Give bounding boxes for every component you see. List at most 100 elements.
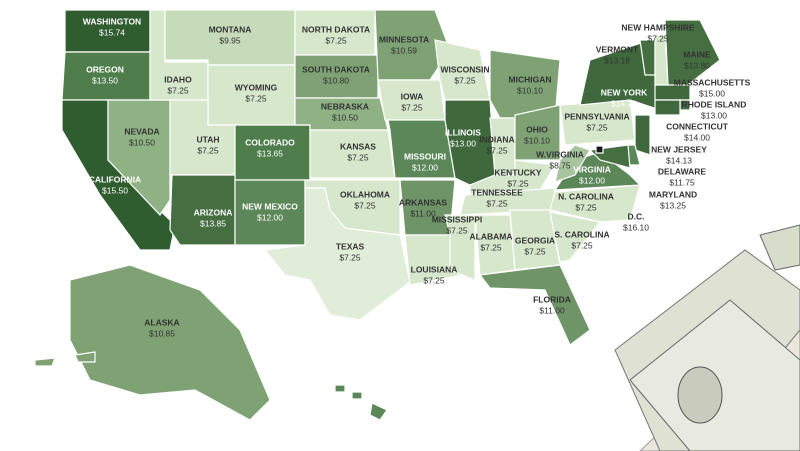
- dollar-bills: [614, 224, 800, 451]
- state-wage: $10.50: [129, 137, 155, 147]
- state-name: DELAWARE: [658, 166, 707, 176]
- state-shape: [69, 264, 271, 421]
- state-name: TENNESSEE: [471, 187, 523, 197]
- state-wage: $12.00: [257, 212, 283, 222]
- state-wage: $7.25: [354, 200, 376, 210]
- state-name: SOUTH DAKOTA: [302, 64, 370, 74]
- state-wage: $15.00: [699, 88, 725, 98]
- state-name: UTAH: [197, 134, 220, 144]
- state-wage: $7.25: [339, 252, 361, 262]
- state-wage: $14.00: [684, 132, 710, 142]
- state-wage: $12.00: [359, 378, 385, 388]
- state-name: OHIO: [526, 124, 548, 134]
- state-shape: [387, 119, 456, 179]
- state-name: OKLAHOMA: [340, 189, 390, 199]
- state-name: CALIFORNIA: [89, 174, 141, 184]
- state-wage: $11.00: [410, 208, 436, 218]
- state-name: WASHINGTON: [83, 16, 141, 26]
- state-wage: $7.25: [480, 242, 502, 252]
- state-name: ARKANSAS: [399, 197, 448, 207]
- state-name: MISSOURI: [404, 151, 446, 161]
- state-wage: $7.25: [347, 152, 369, 162]
- state-wage: $10.10: [517, 85, 543, 95]
- state-name: MARYLAND: [649, 189, 697, 199]
- state-name: NEW YORK: [601, 87, 648, 97]
- state-name: LOUISIANA: [411, 264, 458, 274]
- state-wage: $13.00: [701, 110, 727, 120]
- state-wage: $10.59: [391, 45, 417, 55]
- state-name: NEW MEXICO: [242, 201, 298, 211]
- state-name: N. CAROLINA: [558, 191, 614, 201]
- state-wage: $7.25: [486, 145, 508, 155]
- state-wage: $7.25: [507, 178, 529, 188]
- state-shape: [263, 187, 411, 321]
- state-name: MISSISSIPPI: [432, 214, 483, 224]
- state-wage: $7.25: [167, 85, 189, 95]
- state-shape: [554, 144, 591, 183]
- state-wage: $15.74: [99, 27, 125, 37]
- state-shape: [634, 114, 651, 156]
- state-wage: $7.25: [571, 240, 593, 250]
- state-wage: $13.00: [450, 138, 476, 148]
- state-wage: $7.25: [524, 246, 546, 256]
- state-shape: [351, 391, 363, 400]
- state-wage: $14.13: [666, 155, 692, 165]
- state-wage: $13.25: [660, 200, 686, 210]
- state-name: GEORGIA: [515, 235, 555, 245]
- state-name: FLORIDA: [533, 294, 571, 304]
- state-name: MONTANA: [209, 24, 252, 34]
- state-wage: $7.25: [197, 145, 219, 155]
- state-wage: $13.85: [200, 218, 226, 228]
- state-shape: [444, 214, 476, 281]
- state-wage: $7.25: [647, 33, 669, 43]
- state-wage: $7.25: [423, 275, 445, 285]
- state-shape: [478, 264, 591, 346]
- state-wage: $16.10: [623, 222, 649, 232]
- state-wage: $11.00: [539, 305, 565, 315]
- state-name: INDIANA: [479, 134, 514, 144]
- state-name: NEBRASKA: [321, 101, 369, 111]
- state-name: PENNSYLVANIA: [564, 111, 629, 121]
- state-wage: $7.25: [245, 93, 267, 103]
- state-name: VERMONT: [596, 44, 639, 54]
- states: [34, 9, 721, 421]
- state-name: NEW HAMPSHIRE: [621, 22, 695, 32]
- state-wage: $12.00: [412, 162, 438, 172]
- state-name: ALASKA: [144, 317, 179, 327]
- state-wage: $14.20: [611, 98, 637, 108]
- state-wage: $7.25: [401, 102, 423, 112]
- state-name: MAINE: [683, 49, 711, 59]
- state-shape: [169, 174, 236, 246]
- state-name: OREGON: [86, 64, 124, 74]
- state-wage: $7.25: [325, 35, 347, 45]
- state-name: W.VIRGINIA: [536, 149, 584, 159]
- state-shape: [654, 84, 691, 101]
- state-wage: $10.85: [149, 328, 175, 338]
- state-wage: $7.25: [575, 202, 597, 212]
- state-wage: $15.50: [102, 185, 128, 195]
- state-name: NORTH DAKOTA: [302, 24, 370, 34]
- state-name: NEVADA: [124, 126, 159, 136]
- state-name: WISCONSIN: [440, 64, 489, 74]
- state-name: IOWA: [401, 91, 424, 101]
- state-wage: $12.00: [579, 175, 605, 185]
- state-wage: $7.25: [486, 198, 508, 208]
- bill-portrait: [677, 366, 723, 424]
- state-wage: $13.65: [257, 148, 283, 158]
- state-name: HAWAII: [357, 367, 387, 377]
- state-wage: $7.25: [586, 122, 608, 132]
- state-shape: [34, 357, 56, 367]
- state-wage: $10.10: [524, 135, 550, 145]
- state-shape: [369, 402, 388, 421]
- state-name: KANSAS: [340, 141, 376, 151]
- state-wage: $9.95: [219, 35, 241, 45]
- state-name: MINNESOTA: [379, 34, 429, 44]
- state-name: IDAHO: [164, 74, 192, 84]
- bill: [759, 224, 800, 271]
- state-name: ALABAMA: [470, 231, 513, 241]
- state-name: TEXAS: [336, 241, 365, 251]
- state-name: S. CAROLINA: [554, 229, 609, 239]
- state-shape: [549, 211, 602, 263]
- state-wage: $13.18: [604, 55, 630, 65]
